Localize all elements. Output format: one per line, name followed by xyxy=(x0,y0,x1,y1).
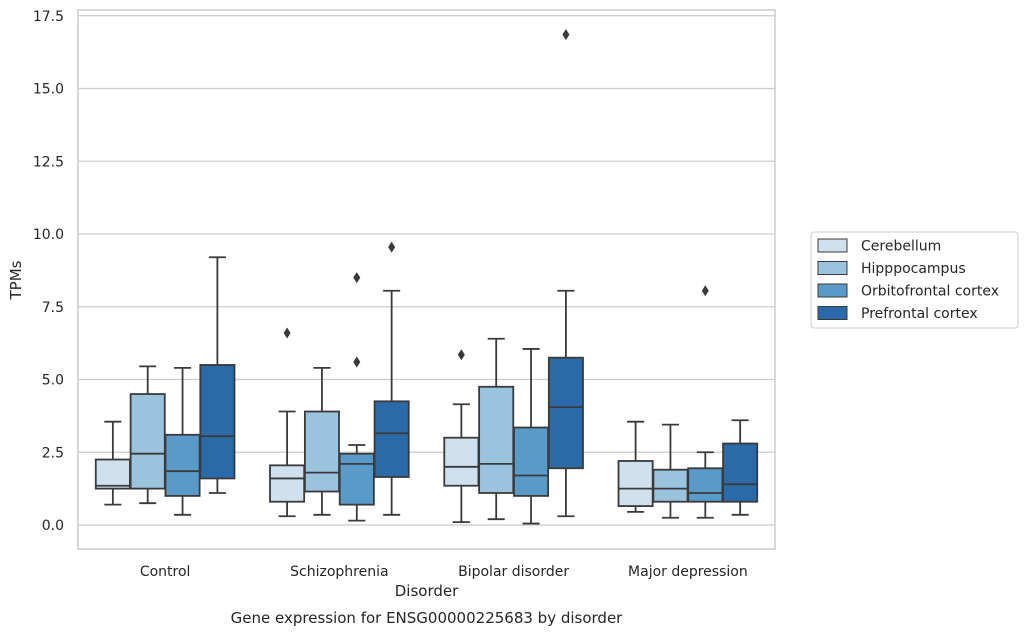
legend-frame xyxy=(810,231,1019,329)
outlier-point xyxy=(353,272,361,284)
legend-swatch xyxy=(817,261,848,275)
y-axis-label: TPMs xyxy=(7,260,25,300)
boxes xyxy=(94,29,759,525)
y-tick-label: 17.5 xyxy=(33,9,64,25)
box-body xyxy=(199,364,236,480)
box-body xyxy=(478,385,515,494)
x-tick-label: Bipolar disorder xyxy=(458,564,569,580)
legend: Cerebellum Hipppocampus Orbitofrontal cort… xyxy=(810,231,1019,329)
legend-swatch xyxy=(817,238,848,253)
box-1-0 xyxy=(129,365,166,505)
legend-label: Hipppocampus xyxy=(861,261,966,277)
x-tick-label: Major depression xyxy=(628,564,748,580)
box-0-0 xyxy=(94,420,131,506)
box-3-0 xyxy=(199,256,236,494)
box-1-2 xyxy=(478,337,515,521)
legend-label: Orbitofrontal cortex xyxy=(861,284,999,300)
box-0-3 xyxy=(617,420,654,513)
box-3-2 xyxy=(547,29,584,518)
x-tick-labels: Control Schizophrenia Bipolar disorder Majo… xyxy=(140,564,748,580)
box-0-2 xyxy=(443,349,480,523)
y-tick-label: 5.0 xyxy=(42,373,64,389)
box-1-3 xyxy=(652,423,689,519)
x-tick-label: Control xyxy=(140,564,191,580)
box-2-1 xyxy=(338,272,375,522)
y-tick-label: 2.5 xyxy=(42,445,64,461)
y-tick-labels: 0.0 2.5 5.0 7.5 10.0 12.5 15.0 17.5 xyxy=(33,9,64,534)
box-body xyxy=(269,464,306,503)
y-tick-label: 12.5 xyxy=(33,154,64,170)
legend-item: Orbitofrontal cortex xyxy=(817,283,999,300)
y-tick-label: 0.0 xyxy=(42,518,64,534)
plot-frame xyxy=(77,9,776,550)
box-body xyxy=(547,356,584,470)
box-body xyxy=(164,433,201,497)
box-2-3 xyxy=(687,285,724,519)
box-body xyxy=(338,452,375,506)
box-3-3 xyxy=(722,419,759,516)
box-body xyxy=(303,410,340,493)
box-body xyxy=(443,436,480,487)
outlier-point xyxy=(457,349,465,361)
outlier-point xyxy=(701,285,709,297)
box-body xyxy=(652,468,689,503)
legend-item: Hipppocampus xyxy=(817,261,966,277)
box-body xyxy=(617,460,654,507)
legend-label: Cerebellum xyxy=(861,239,941,255)
y-tick-label: 7.5 xyxy=(42,300,64,316)
legend-label: Prefrontal cortex xyxy=(861,306,978,322)
outlier-point xyxy=(283,327,291,339)
legend-item: Cerebellum xyxy=(817,238,941,255)
box-body xyxy=(94,458,131,490)
y-tick-label: 15.0 xyxy=(33,82,64,98)
box-body xyxy=(722,442,759,503)
box-3-1 xyxy=(373,241,410,516)
legend-swatch xyxy=(817,283,848,298)
box-1-1 xyxy=(303,366,340,516)
box-body xyxy=(513,426,550,497)
box-2-0 xyxy=(164,366,201,516)
y-tick-label: 10.0 xyxy=(33,227,64,243)
x-tick-label: Schizophrenia xyxy=(290,564,388,580)
legend-item: Prefrontal cortex xyxy=(817,306,978,322)
box-2-2 xyxy=(513,348,550,525)
chart-caption: Gene expression for ENSG00000225683 by d… xyxy=(231,609,624,627)
outlier-point xyxy=(562,29,570,41)
outlier-point xyxy=(353,356,361,368)
box-body xyxy=(129,393,166,490)
legend-swatch xyxy=(817,306,848,320)
outlier-point xyxy=(388,241,396,253)
box-body xyxy=(373,400,410,478)
box-body xyxy=(687,467,724,503)
x-axis-label: Disorder xyxy=(395,582,459,600)
box-0-1 xyxy=(269,327,306,518)
